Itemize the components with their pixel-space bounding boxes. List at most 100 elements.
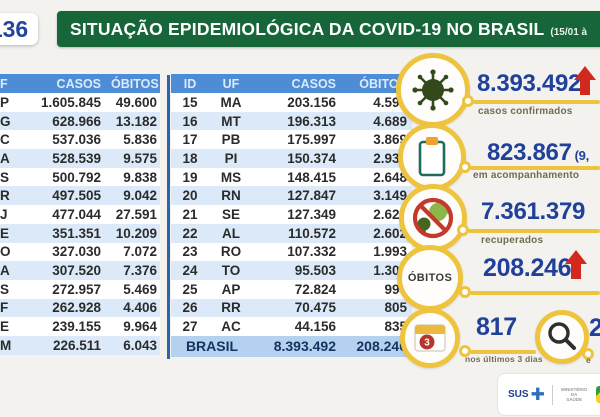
connector-ring <box>582 348 594 360</box>
states-table-left-cropped: F CASOS ÓBITOS P 1.605.845 49.600 G 628.… <box>0 74 160 355</box>
uf-cell: MT <box>209 111 253 131</box>
obitos-cell: 3.149 <box>342 186 412 206</box>
col-header-id: ID <box>171 74 209 93</box>
sus-text: SUS <box>508 389 529 400</box>
table-row: 20 RN 127.847 3.149 <box>171 186 412 206</box>
obitos-cell: 13.182 <box>109 111 160 131</box>
sus-logo: SUS ✚ <box>508 386 545 403</box>
table-header-row: ID UF CASOS ÓBITOS <box>171 74 412 93</box>
casos-cell: 528.539 <box>11 149 109 168</box>
table-row: 27 AC 44.156 835 <box>171 317 412 336</box>
table-row: E 239.155 9.964 <box>0 317 160 336</box>
casos-cell: 196.313 <box>253 111 342 131</box>
investigation-label-partial: e <box>586 355 591 365</box>
id-cell: 20 <box>171 186 209 206</box>
obitos-circle-label: ÓBITOS <box>407 272 453 284</box>
id-cell: 27 <box>171 317 209 336</box>
calendar-icon: 3 <box>400 308 460 368</box>
table-row: 26 RR 70.475 805 <box>171 298 412 318</box>
casos-cell: 95.503 <box>253 261 342 280</box>
id-cell: 18 <box>171 149 209 168</box>
id-cell: 25 <box>171 279 209 299</box>
casos-cell: 262.928 <box>11 298 109 318</box>
report-date: (15/01 à <box>550 26 588 38</box>
connector-ring <box>459 345 471 357</box>
casos-cell: 70.475 <box>253 298 342 318</box>
casos-cell: 239.155 <box>11 317 109 336</box>
id-cell: 26 <box>171 298 209 318</box>
obitos-cell: 7.376 <box>109 261 160 280</box>
col-header-obitos: ÓBITOS <box>109 74 160 93</box>
id-cell: 17 <box>171 130 209 150</box>
connector-line <box>470 350 536 354</box>
col-header-obitos: ÓBITOS <box>342 74 412 93</box>
connector-line <box>473 100 600 104</box>
table-row: 21 SE 127.349 2.629 <box>171 205 412 224</box>
casos-cell: 127.847 <box>253 186 342 206</box>
uf-cell: RO <box>209 242 253 262</box>
uf-cell: RN <box>209 186 253 206</box>
obitos-cell: 9.964 <box>109 317 160 336</box>
casos-cell: 175.997 <box>253 130 342 150</box>
trend-up-icon <box>565 250 587 279</box>
obitos-cell: 10.209 <box>109 223 160 243</box>
uf-cell: PB <box>209 130 253 150</box>
col-header-uf: UF <box>209 74 253 93</box>
confirmed-cases-value: 8.393.492 <box>477 70 582 97</box>
sus-cross-icon: ✚ <box>530 385 545 404</box>
uf-cell: E <box>0 223 11 243</box>
uf-cell: F <box>0 298 11 318</box>
casos-cell: 1.605.845 <box>11 93 109 112</box>
casos-cell: 497.505 <box>11 186 109 206</box>
ministry-line1: MINISTÉRIO DA <box>560 387 588 397</box>
no-virus-icon <box>399 184 467 252</box>
obitos-cell: 4.406 <box>109 298 160 318</box>
obitos-cell: 6.043 <box>109 335 160 355</box>
col-header-casos: CASOS <box>253 74 342 93</box>
uf-cell: J <box>0 205 11 224</box>
investigation-value-partial: 2 <box>589 314 600 342</box>
id-cell: 24 <box>171 261 209 280</box>
uf-cell: O <box>0 242 11 262</box>
table-row: E 351.351 10.209 <box>0 223 160 243</box>
confirmed-cases-label: casos confirmados <box>478 106 573 117</box>
obitos-cell: 49.600 <box>109 93 160 112</box>
col-header-uf: F <box>0 74 11 93</box>
monitoring-percent-partial: (9, <box>574 148 590 163</box>
obitos-cell: 1.993 <box>342 242 412 262</box>
uf-cell: G <box>0 111 11 131</box>
casos-cell: 307.520 <box>11 261 109 280</box>
connector-line <box>468 229 600 233</box>
casos-cell: 107.332 <box>253 242 342 262</box>
table-row: P 1.605.845 49.600 <box>0 93 160 112</box>
obitos-cell: 5.469 <box>109 279 160 299</box>
casos-cell: 72.824 <box>253 279 342 299</box>
casos-cell: 127.349 <box>253 205 342 224</box>
uf-cell: A <box>0 149 11 168</box>
table-row: 23 RO 107.332 1.993 <box>171 242 412 262</box>
uf-cell: C <box>0 130 11 150</box>
connector-line <box>470 291 600 295</box>
col-header-casos: CASOS <box>11 74 109 93</box>
table-row: R 497.505 9.042 <box>0 186 160 206</box>
id-cell: 21 <box>171 205 209 224</box>
obitos-cell: 805 <box>342 298 412 318</box>
obitos-cell: 7.072 <box>109 242 160 262</box>
table-row: A 528.539 9.575 <box>0 149 160 168</box>
casos-cell: 327.030 <box>11 242 109 262</box>
obitos-cell: 9.838 <box>109 167 160 187</box>
casos-cell: 500.792 <box>11 167 109 187</box>
casos-cell: 150.374 <box>253 149 342 168</box>
trend-up-icon <box>574 66 596 95</box>
svg-text:3: 3 <box>424 338 430 349</box>
obitos-cell: 9.042 <box>109 186 160 206</box>
casos-cell: 477.044 <box>11 205 109 224</box>
total-casos: 8.393.492 <box>253 335 342 357</box>
uf-cell: S <box>0 167 11 187</box>
uf-cell: AP <box>209 279 253 299</box>
uf-cell: M <box>0 335 12 355</box>
ministry-logo-text: MINISTÉRIO DA SAÚDE <box>560 387 589 402</box>
obitos-cell: 4.689 <box>342 111 412 131</box>
uf-cell: A <box>0 261 11 280</box>
table-row: 24 TO 95.503 1.301 <box>171 261 412 280</box>
